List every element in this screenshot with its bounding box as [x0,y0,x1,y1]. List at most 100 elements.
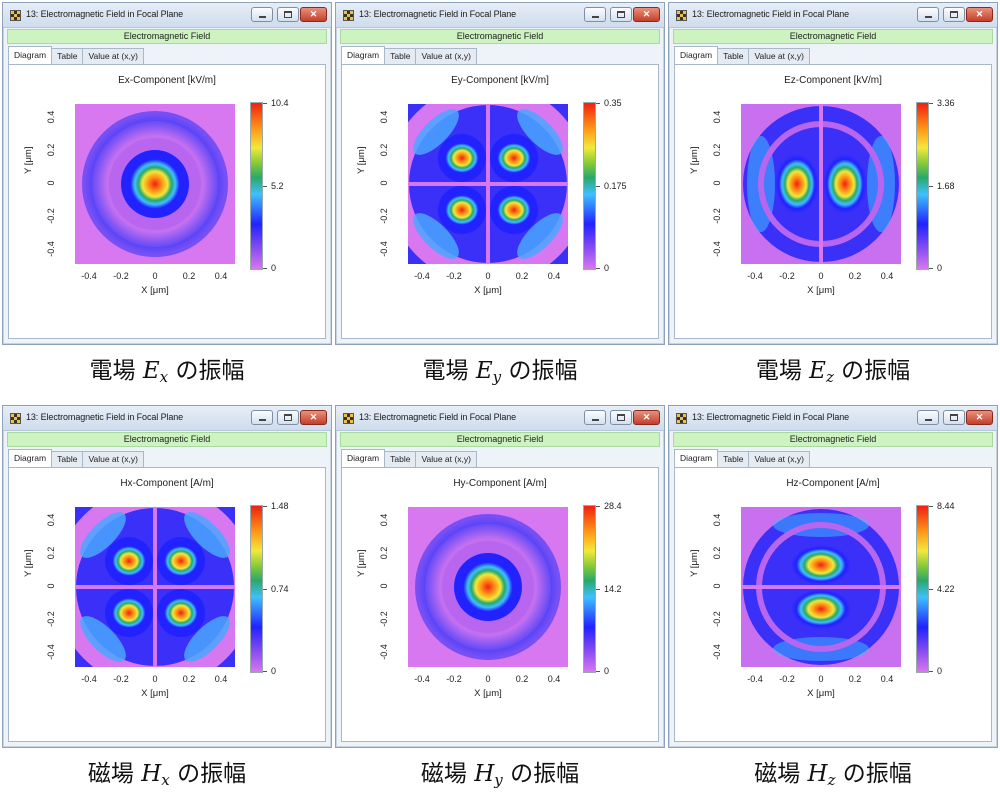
tab-value-at-xy[interactable]: Value at (x,y) [415,48,477,64]
maximize-button[interactable] [277,410,299,425]
tab-table[interactable]: Table [384,451,417,467]
y-tick-label: 0 [379,583,389,589]
tab-diagram[interactable]: Diagram [674,46,719,64]
caption-prefix: 磁場 [420,761,467,787]
title-bar[interactable]: 13: Electromagnetic Field in Focal Plane… [3,3,331,28]
caption-suffix: の振幅 [508,358,578,384]
tab-diagram[interactable]: Diagram [341,46,386,64]
colorbar-tick [929,268,933,269]
diagram-panel: Hy-Component [A/m] Y [μm] 0.4 0.2 0 -0.2 -0.… [341,467,659,742]
close-button[interactable]: ✕ [633,7,660,22]
x-tick-label: 0 [152,271,158,281]
tab-diagram[interactable]: Diagram [8,449,53,467]
y-tick-label: 0.4 [712,110,722,124]
close-icon: ✕ [309,412,318,422]
tab-value-at-xy[interactable]: Value at (x,y) [82,48,144,64]
colorbar-min-label: 0 [937,666,943,676]
title-bar[interactable]: 13: Electromagnetic Field in Focal Plane… [336,406,664,431]
bottom-lobe [791,589,851,629]
y-tick-label: -0.2 [46,208,56,224]
plot-area[interactable] [75,507,235,667]
tab-table[interactable]: Table [51,451,84,467]
title-bar[interactable]: 13: Electromagnetic Field in Focal Plane… [669,406,997,431]
field-heatmap [75,507,235,667]
plot-area[interactable] [408,507,568,667]
horizontal-null-line [75,585,235,589]
horizontal-null-line [741,585,901,589]
outer-lobe [184,512,230,558]
y-tick-label: 0.2 [712,143,722,157]
outer-lobe [80,616,126,662]
tab-table[interactable]: Table [717,48,750,64]
title-bar[interactable]: 13: Electromagnetic Field in Focal Plane… [3,406,331,431]
field-heatmap [408,104,568,264]
tab-value-at-xy[interactable]: Value at (x,y) [748,451,810,467]
x-tick-label: -0.4 [81,271,97,281]
tab-bar: Diagram Table Value at (x,y) [674,449,810,467]
colorbar-max-label: 3.36 [937,98,955,108]
colorbar-min-label: 0 [271,263,277,273]
app-icon [10,413,21,424]
close-button[interactable]: ✕ [966,410,993,425]
minimize-button[interactable] [584,7,606,22]
tab-value-at-xy[interactable]: Value at (x,y) [82,451,144,467]
colorbar-min-label: 0 [937,263,943,273]
y-tick-label: -0.4 [379,644,389,660]
plot-area[interactable] [408,104,568,264]
y-tick-label: -0.2 [46,611,56,627]
maximize-button[interactable] [610,7,632,22]
maximize-button[interactable] [943,410,965,425]
tab-bar: Diagram Table Value at (x,y) [341,46,477,64]
minimize-button[interactable] [917,7,939,22]
tab-value-at-xy[interactable]: Value at (x,y) [415,451,477,467]
colorbar-tick [596,103,600,104]
plot-area[interactable] [75,104,235,264]
minimize-button[interactable] [251,410,273,425]
plot-area[interactable] [741,104,901,264]
x-tick-label: 0.2 [182,674,196,684]
title-bar[interactable]: 13: Electromagnetic Field in Focal Plane… [669,3,997,28]
colorbar-tick [929,186,933,187]
diagram-panel: Hx-Component [A/m] Y [μm] 0.4 0.2 0 -0.2 -0.… [8,467,326,742]
minimize-button[interactable] [584,410,606,425]
plot-area[interactable] [741,507,901,667]
title-bar[interactable]: 13: Electromagnetic Field in Focal Plane… [336,3,664,28]
field-heatmap [408,507,568,667]
close-button[interactable]: ✕ [966,7,993,22]
lobe-peak [161,595,201,631]
close-button[interactable]: ✕ [300,7,327,22]
y-axis-label: Y [μm] [356,549,367,577]
tab-bar: Diagram Table Value at (x,y) [341,449,477,467]
x-tick-label: -0.2 [446,674,462,684]
colorbar-tick [596,268,600,269]
x-axis-label: X [μm] [807,688,835,699]
tab-value-at-xy[interactable]: Value at (x,y) [748,48,810,64]
tab-diagram[interactable]: Diagram [8,46,53,64]
colorbar-tick [929,103,933,104]
minimize-button[interactable] [917,410,939,425]
top-lobe [791,545,851,585]
colorbar-tick [263,589,267,590]
y-tick-label: 0.2 [379,143,389,157]
maximize-button[interactable] [943,7,965,22]
app-window: 13: Electromagnetic Field in Focal Plane… [335,405,665,748]
caption-symbol: H [474,761,495,787]
y-tick-label: 0.4 [379,513,389,527]
colorbar-tick [263,268,267,269]
maximize-button[interactable] [277,7,299,22]
y-tick-label: -0.4 [712,644,722,660]
tab-table[interactable]: Table [717,451,750,467]
minimize-button[interactable] [251,7,273,22]
tab-diagram[interactable]: Diagram [674,449,719,467]
tab-diagram[interactable]: Diagram [341,449,386,467]
tab-table[interactable]: Table [384,48,417,64]
colorbar-max-label: 1.48 [271,501,289,511]
x-tick-label: -0.4 [747,674,763,684]
maximize-icon [617,11,625,18]
colorbar-min-label: 0 [604,666,610,676]
close-button[interactable]: ✕ [633,410,660,425]
colorbar [250,102,263,270]
close-button[interactable]: ✕ [300,410,327,425]
tab-table[interactable]: Table [51,48,84,64]
maximize-button[interactable] [610,410,632,425]
